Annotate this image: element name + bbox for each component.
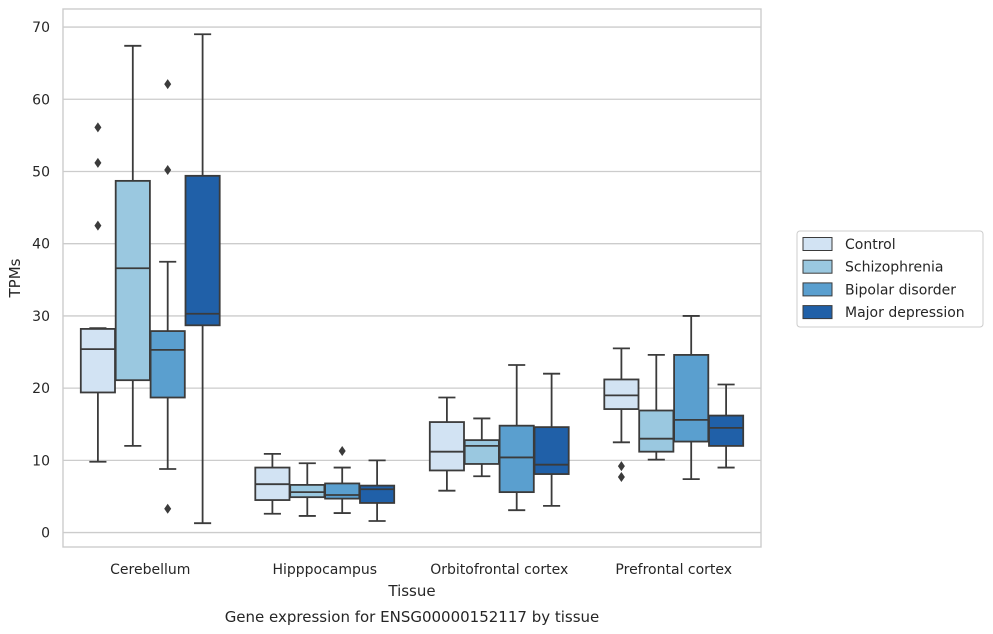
x-tick-label: Prefrontal cortex [615,562,732,578]
box-plot-item [673,315,710,481]
outlier-point [164,79,172,90]
box-body [324,482,361,500]
legend-label: Schizophrenia [845,260,943,276]
outlier-point [164,503,172,514]
box-plot-item [463,417,500,478]
outlier-point [617,471,625,482]
y-axis-label: TPMs [6,258,24,298]
y-tick-label: 20 [32,381,50,397]
y-tick-label: 70 [32,20,50,36]
plot-frame [62,8,762,548]
box-plot-item [359,459,396,522]
x-tick-label: Cerebellum [110,562,190,578]
box-plot-item [533,372,570,507]
legend-label: Bipolar disorder [845,282,956,298]
x-tick-labels: Cerebellum Hipppocampus Orbitofrontal cort… [110,562,732,578]
box-body [289,483,326,499]
box-plot-item [498,364,535,512]
y-tick-label: 0 [41,526,50,542]
legend-swatch [802,259,833,274]
box-plot-item [324,445,361,514]
y-tick-label: 60 [32,92,50,108]
legend: Control Schizophrenia Bipolar disorder Majo… [796,230,984,328]
y-tick-label: 50 [32,164,50,180]
legend-label: Control [845,237,896,253]
outlier-point [94,157,102,168]
box-plot-item [289,462,326,517]
box-body [638,409,675,453]
y-tick-label: 40 [32,237,50,253]
chart-caption: Gene expression for ENSG00000152117 by t… [225,608,600,626]
box-body [79,328,116,394]
box-plot-item [708,383,745,469]
box-plot-item [638,354,675,461]
x-tick-label: Orbitofrontal cortex [430,562,568,578]
box-body [673,354,710,443]
y-tick-label: 30 [32,309,50,325]
box-body [428,421,465,472]
box-groups [79,33,745,525]
box-plot-item [79,122,116,463]
box-plot-item [149,79,186,514]
box-plot-item [428,396,465,492]
box-plot-item [114,44,151,447]
box-plot-item [254,452,291,515]
legend-swatch [802,282,833,297]
box-body [359,484,396,504]
outlier-point [338,445,346,456]
legend-swatch [802,305,833,320]
y-tick-labels: 0 10 20 30 40 50 60 70 [32,20,50,542]
outlier-point [94,220,102,231]
outlier-point [94,122,102,133]
box-body [498,424,535,494]
box-body [149,330,186,399]
legend-label: Major depression [845,305,965,321]
box-body [463,439,500,465]
outlier-point [617,461,625,472]
x-axis-label: Tissue [387,582,435,600]
box-plot-item [184,33,221,525]
outlier-point [164,165,172,176]
box-body [708,414,745,447]
legend-frame [796,230,984,328]
legend-swatch [802,237,833,251]
box-plot-item [603,347,640,482]
x-tick-label: Hipppocampus [272,562,377,578]
box-body [603,378,640,410]
y-tick-label: 10 [32,453,50,469]
box-body [114,179,151,382]
box-body [184,174,221,327]
box-body [533,426,570,475]
